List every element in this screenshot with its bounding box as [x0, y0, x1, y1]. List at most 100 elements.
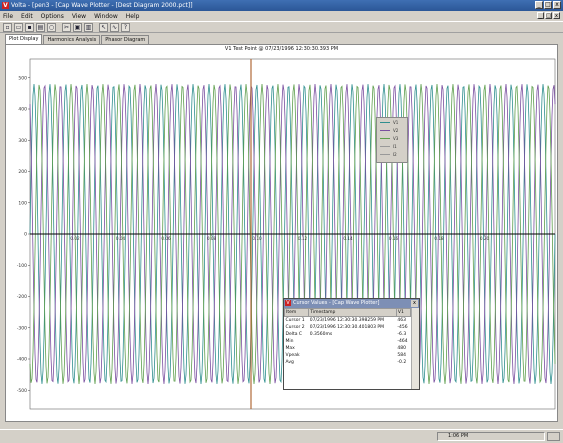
save-icon[interactable]: ▪: [25, 22, 34, 32]
table-cell: Cursor 2: [285, 325, 305, 330]
y-tick-label: 200: [18, 169, 27, 175]
status-pane: [547, 432, 560, 441]
y-tick-label: 0: [24, 232, 27, 238]
table-cell: 07/23/1996 12:30:30.401803 PM: [309, 325, 384, 330]
legend-label: I2: [393, 151, 397, 157]
tab-phasor-diagram[interactable]: Phasor Diagram: [101, 35, 150, 44]
legend[interactable]: V1 V2 V3 I1 I2: [376, 117, 408, 163]
table-row[interactable]: Cursor 1 07/23/1996 12:30:30.398259 PM 463: [285, 317, 411, 325]
mdi-minimize-button[interactable]: _: [537, 12, 544, 19]
table-cell: Min: [285, 339, 294, 344]
new-icon[interactable]: ▫: [3, 22, 12, 32]
y-tick-label: 100: [18, 200, 27, 206]
legend-item: I1: [377, 142, 407, 150]
table-cell: Vpeak: [285, 353, 300, 358]
y-tick-label: 400: [18, 107, 27, 113]
table-cell: -6.3: [397, 332, 407, 337]
table-cell: 463: [397, 318, 407, 323]
column-header[interactable]: V1: [395, 308, 412, 317]
tab-harmonics-analysis[interactable]: Harmonics Analysis: [43, 35, 101, 44]
table-cell: -0.2: [397, 360, 407, 365]
y-tick-label: 500: [18, 75, 27, 81]
table-row[interactable]: Delta C 0.3560ms -6.3: [285, 331, 411, 338]
plot-icon[interactable]: ∿: [110, 22, 119, 32]
app-icon[interactable]: V: [2, 2, 9, 9]
close-button[interactable]: x: [553, 1, 561, 9]
table-row[interactable]: Max 480: [285, 345, 411, 352]
plot-panel[interactable]: 500 400 300 200 100 0 -100 -200 -300 -400 -500 0.02…: [5, 44, 558, 422]
table-cell: 480: [397, 346, 407, 351]
menu-window[interactable]: Window: [94, 12, 118, 20]
menu-options[interactable]: Options: [40, 12, 64, 20]
legend-item: I2: [377, 150, 407, 158]
x-tick-label: 0.06: [161, 236, 171, 241]
table-cell: Avg: [285, 360, 294, 365]
legend-label: V3: [393, 135, 399, 141]
window-title: Volta - [pen3 - [Cap Wave Plotter - [Des…: [11, 2, 193, 9]
legend-item: V3: [377, 134, 407, 142]
table-cell: Max: [285, 346, 295, 351]
legend-label: V2: [393, 127, 399, 133]
table-cell: Delta C: [285, 332, 303, 337]
table-cell: -464: [397, 339, 408, 344]
table-cell: 584: [397, 353, 407, 358]
x-tick-label: 0.08: [207, 236, 217, 241]
table-row[interactable]: Avg -0.2: [285, 359, 411, 366]
cursor-icon[interactable]: ↖: [99, 22, 108, 32]
minimize-button[interactable]: _: [535, 1, 543, 9]
x-tick-label: 0.20: [480, 236, 490, 241]
menu-file[interactable]: File: [3, 12, 14, 20]
table-cell: [309, 359, 397, 366]
x-tick-label: 0.04: [116, 236, 126, 241]
menu-bar: File Edit Options View Window Help: [0, 11, 563, 21]
y-tick-label: -500: [17, 388, 27, 394]
table-row[interactable]: Vpeak 584: [285, 352, 411, 359]
menu-edit[interactable]: Edit: [21, 12, 33, 20]
toolbar: ▫ ▭ ▪ ▤ ○ ✂ ▣ ▥ ↖ ∿ ?: [0, 21, 563, 33]
print-icon[interactable]: ▤: [36, 22, 45, 32]
table-row[interactable]: Min -464: [285, 338, 411, 345]
mdi-maximize-button[interactable]: □: [545, 12, 552, 19]
x-tick-label: 0.18: [434, 236, 444, 241]
legend-item: V1: [377, 118, 407, 126]
y-tick-label: 300: [18, 138, 27, 144]
maximize-button[interactable]: □: [544, 1, 552, 9]
cursor-values-window[interactable]: V Cursor Values - [Cap Wave Plotter] x I…: [283, 298, 420, 390]
copy-icon[interactable]: ▣: [73, 22, 82, 32]
tab-plot-display[interactable]: Plot Display: [5, 34, 43, 44]
mdi-close-button[interactable]: x: [553, 12, 560, 19]
status-time: 1:06 PM: [437, 432, 545, 441]
legend-item: V2: [377, 126, 407, 134]
zoom-icon[interactable]: ○: [47, 22, 56, 32]
menu-view[interactable]: View: [71, 12, 87, 20]
table-cell: 07/23/1996 12:30:30.398259 PM: [309, 318, 384, 323]
legend-label: I1: [393, 143, 397, 149]
cursor-window-title-text: Cursor Values - [Cap Wave Plotter]: [293, 300, 380, 306]
y-tick-label: -300: [17, 325, 27, 331]
column-header[interactable]: Timestamp: [308, 308, 397, 317]
legend-label: V1: [393, 119, 399, 125]
x-tick-label: 0.12: [298, 236, 308, 241]
y-tick-label: -100: [17, 263, 27, 269]
x-tick-label: 0.16: [389, 236, 399, 241]
vertical-scrollbar[interactable]: [411, 308, 419, 389]
cursor-window-title[interactable]: V Cursor Values - [Cap Wave Plotter] x: [284, 299, 419, 308]
open-icon[interactable]: ▭: [14, 22, 23, 32]
x-tick-label: 0.14: [343, 236, 353, 241]
help-icon[interactable]: ?: [121, 22, 130, 32]
paste-icon[interactable]: ▥: [84, 22, 93, 32]
menu-help[interactable]: Help: [125, 12, 140, 20]
tab-strip: Plot Display Harmonics Analysis Phasor D…: [5, 34, 150, 44]
column-header[interactable]: Item: [283, 308, 310, 317]
cursor-values-table: Item Timestamp V1 Cursor 1 07/23/1996 12:…: [283, 308, 412, 366]
close-icon[interactable]: x: [411, 300, 418, 307]
series-line-v3: [29, 83, 556, 385]
table-row[interactable]: Cursor 2 07/23/1996 12:30:30.401803 PM -45…: [285, 324, 411, 331]
table-cell: Cursor 1: [285, 318, 305, 323]
y-tick-label: -200: [17, 294, 27, 300]
x-tick-label: 0.02: [70, 236, 80, 241]
table-cell: [309, 352, 397, 359]
x-tick-label: 0.10: [252, 236, 262, 241]
cut-icon[interactable]: ✂: [62, 22, 71, 32]
